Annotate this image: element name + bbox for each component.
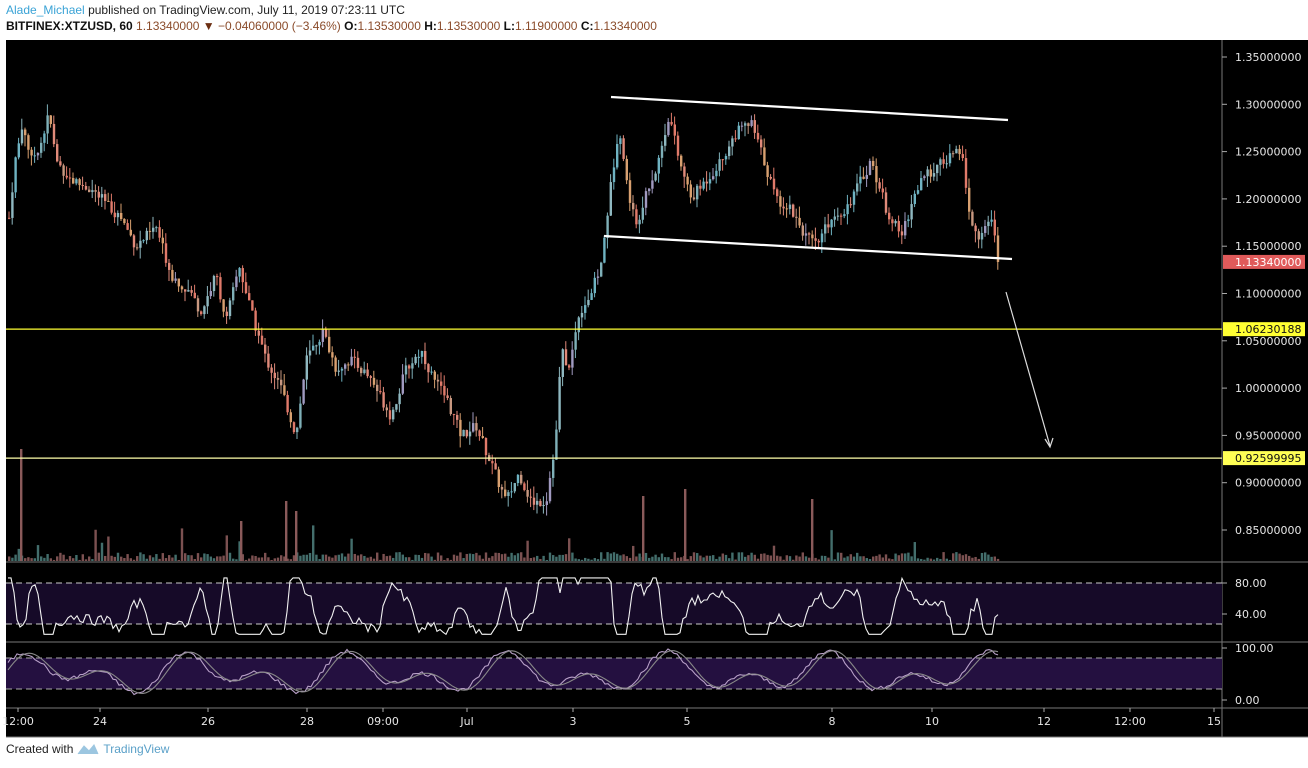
high-value: 1.13530000 — [436, 19, 501, 33]
published-text: published on TradingView.com, July 11, 2… — [88, 3, 405, 17]
rsi-line — [8, 576, 999, 636]
stoch-axis: 100.00 0.00 — [1222, 642, 1274, 707]
svg-text:1.10000000: 1.10000000 — [1235, 288, 1301, 301]
level-badge-1: 1.06230188 — [1223, 322, 1305, 337]
svg-text:12:00: 12:00 — [2, 715, 34, 728]
down-triangle-icon: ▼ — [202, 19, 215, 33]
stoch-d-line — [7, 650, 999, 694]
rsi-axis: 80.00 40.00 — [1222, 577, 1267, 621]
svg-text:1.05000000: 1.05000000 — [1235, 335, 1301, 348]
svg-text:100.00: 100.00 — [1235, 642, 1274, 655]
svg-text:1.13340000: 1.13340000 — [1235, 256, 1301, 269]
svg-text:1.06230188: 1.06230188 — [1235, 323, 1301, 336]
chart-background — [6, 40, 1308, 737]
time-axis[interactable]: 12:00 24 26 28 09:00 Jul 3 5 8 10 12 12:00 15 — [2, 708, 1221, 728]
svg-text:5: 5 — [684, 715, 691, 728]
symbol-label: BITFINEX:XTZUSD, 60 — [6, 19, 133, 33]
svg-text:10: 10 — [925, 715, 939, 728]
svg-text:1.15000000: 1.15000000 — [1235, 240, 1301, 253]
last-price: 1.13340000 — [136, 19, 200, 33]
svg-text:0.00: 0.00 — [1235, 694, 1260, 707]
svg-text:1.30000000: 1.30000000 — [1235, 98, 1301, 111]
publisher-line: Alade_Michael published on TradingView.c… — [6, 3, 405, 17]
svg-text:12:00: 12:00 — [1114, 715, 1146, 728]
close-value: 1.13340000 — [593, 19, 657, 33]
low-value: 1.11900000 — [514, 19, 578, 33]
svg-text:0.92599995: 0.92599995 — [1235, 452, 1301, 465]
tradingview-brand[interactable]: TradingView — [103, 742, 170, 756]
svg-text:8: 8 — [829, 715, 836, 728]
channel-lower-line[interactable] — [603, 234, 1013, 261]
svg-text:40.00: 40.00 — [1235, 608, 1267, 621]
close-label: C: — [580, 19, 594, 33]
projection-arrow[interactable] — [1005, 291, 1054, 449]
high-label: H: — [424, 19, 437, 33]
footer: Created with TradingView — [6, 742, 169, 756]
created-with-text: Created with — [6, 742, 74, 756]
svg-text:24: 24 — [93, 715, 107, 728]
svg-text:1.35000000: 1.35000000 — [1235, 51, 1301, 64]
svg-text:1.20000000: 1.20000000 — [1235, 193, 1301, 206]
price-axis[interactable]: 1.35000000 1.30000000 1.25000000 1.20000000… — [1222, 51, 1301, 537]
svg-text:1.25000000: 1.25000000 — [1235, 146, 1301, 159]
price-change: −0.04060000 (−3.46%) — [218, 19, 341, 33]
svg-text:80.00: 80.00 — [1235, 577, 1267, 590]
svg-text:3: 3 — [570, 715, 577, 728]
channel-upper-line[interactable] — [610, 95, 1009, 122]
level-badge-2: 0.92599995 — [1223, 451, 1305, 466]
svg-text:15: 15 — [1207, 715, 1221, 728]
open-value: 1.13530000 — [357, 19, 421, 33]
volume-bars — [8, 449, 1000, 561]
svg-text:12: 12 — [1037, 715, 1051, 728]
candlesticks — [8, 104, 1000, 516]
svg-text:26: 26 — [201, 715, 215, 728]
tradingview-logo-icon — [77, 744, 99, 755]
low-label: L: — [503, 19, 515, 33]
svg-text:0.90000000: 0.90000000 — [1235, 477, 1301, 490]
author-link[interactable]: Alade_Michael — [6, 3, 85, 17]
svg-text:1.00000000: 1.00000000 — [1235, 382, 1301, 395]
open-label: O: — [344, 19, 358, 33]
svg-text:0.85000000: 0.85000000 — [1235, 524, 1301, 537]
svg-text:Jul: Jul — [459, 715, 473, 728]
stoch-band — [6, 658, 1222, 689]
last-price-badge: 1.13340000 — [1223, 254, 1305, 269]
svg-text:09:00: 09:00 — [367, 715, 399, 728]
ohlc-line: BITFINEX:XTZUSD, 60 1.13340000 ▼ −0.0406… — [6, 19, 657, 33]
svg-text:28: 28 — [300, 715, 314, 728]
svg-text:0.95000000: 0.95000000 — [1235, 429, 1301, 442]
